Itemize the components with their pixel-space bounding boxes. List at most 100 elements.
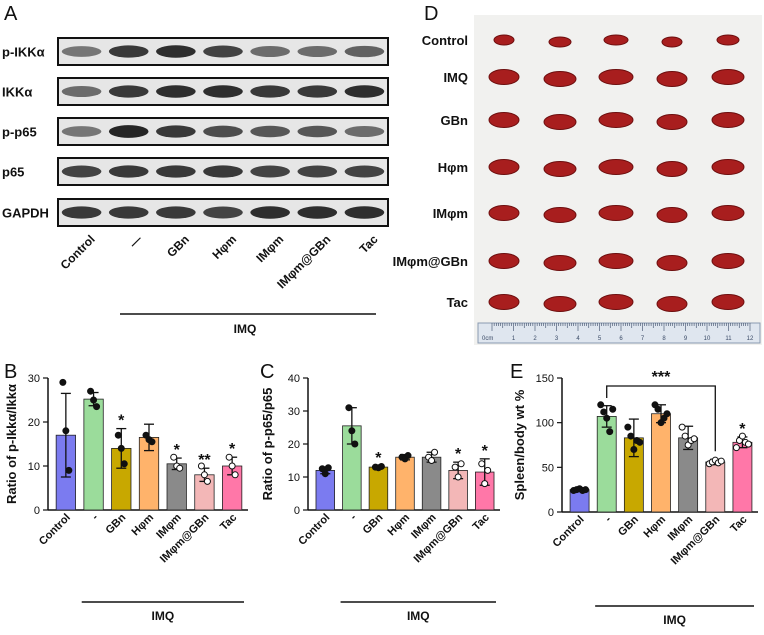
blot-row-label: IKKα: [2, 85, 32, 100]
western-blot: p-IKKα IKKα p-p65 p65 GAPDH Control — GBn Hφm IMφ…: [2, 37, 389, 336]
blot-band: [61, 165, 102, 178]
data-point: [197, 462, 205, 470]
x-tick-label: GBn: [616, 513, 641, 538]
x-tick-label: Tac: [471, 512, 492, 533]
blot-band: [156, 125, 196, 138]
spleen-organ: [711, 159, 745, 175]
x-tick-label: Control: [296, 512, 332, 548]
blot-band: [203, 206, 243, 219]
chart-c: 0 10 20 30 40 Ratio of p-p65/p65 Control - * GBn H…: [260, 373, 500, 623]
data-point: [738, 432, 746, 440]
data-point: [203, 477, 211, 485]
spleen-row-label: Hφm: [438, 160, 468, 175]
data-point: [200, 471, 208, 479]
significance-marker: *: [482, 443, 489, 460]
blot-band: [250, 206, 290, 219]
data-point: [681, 432, 689, 440]
data-point: [717, 457, 725, 465]
panel-letter-b: B: [4, 361, 17, 383]
spleen-organ: [711, 253, 745, 269]
ruler-number: 1: [512, 336, 516, 342]
spleen-row-label: IMφm: [433, 206, 468, 221]
spleen-organ: [488, 205, 520, 221]
data-point: [114, 431, 122, 439]
data-point: [176, 464, 184, 472]
blot-band: [108, 125, 149, 138]
data-point: [732, 444, 740, 452]
blot-band: [108, 206, 149, 219]
spleen-row-label: IMφm@GBn: [393, 254, 468, 269]
blot-row-label: p-p65: [2, 125, 37, 140]
bar: [83, 398, 104, 511]
data-point: [377, 462, 385, 470]
spleen-row-label: IMQ: [443, 70, 468, 85]
spleen-organ: [548, 36, 572, 48]
spleen-organ: [598, 112, 634, 128]
data-point: [624, 423, 632, 431]
spleen-organ: [656, 161, 688, 177]
blot-band: [344, 165, 385, 178]
data-point: [321, 470, 329, 478]
blot-band: [203, 165, 243, 178]
y-tick-label: 10: [28, 461, 40, 473]
panel-letter-e: E: [510, 361, 523, 383]
blot-lane-label: GBn: [164, 232, 192, 260]
y-axis-label: Ratio of p-Ikkα/Ikkα: [4, 384, 19, 504]
data-point: [231, 471, 239, 479]
blot-band: [203, 85, 243, 98]
x-tick-label: -: [348, 511, 359, 522]
data-point: [654, 405, 662, 413]
y-tick-label: 100: [536, 418, 554, 430]
ruler-number: 8: [662, 336, 666, 342]
bracket-label: ***: [652, 369, 671, 386]
spleen-organ: [598, 294, 634, 310]
spleen-organ: [661, 36, 683, 48]
blot-band: [297, 85, 338, 98]
data-point: [600, 408, 608, 416]
data-point: [457, 460, 465, 468]
data-point: [62, 427, 70, 435]
panel-letter-a: A: [4, 3, 18, 25]
ruler-label: 0cm: [482, 336, 493, 342]
bar: [166, 463, 187, 511]
blot-band: [344, 206, 385, 219]
spleen-organ: [711, 112, 745, 128]
y-tick-label: 0: [548, 507, 554, 519]
blot-row-label: GAPDH: [2, 206, 49, 221]
ruler-number: 11: [725, 336, 732, 342]
blot-band: [250, 125, 290, 138]
spleen-organ: [598, 69, 634, 85]
data-point: [690, 435, 698, 443]
spleen-organ: [656, 114, 688, 130]
data-point: [120, 460, 128, 468]
data-point: [451, 463, 459, 471]
blot-band: [297, 206, 338, 219]
blot-band: [61, 126, 102, 137]
y-tick-label: 40: [288, 373, 300, 385]
blot-band: [297, 46, 338, 57]
data-point: [478, 460, 486, 468]
blot-band: [344, 85, 385, 98]
blot-band: [156, 206, 196, 219]
spleen-organ: [656, 255, 688, 271]
data-point: [428, 457, 436, 464]
data-point: [431, 448, 439, 456]
spleen-organ: [543, 114, 577, 130]
spleen-organ: [711, 294, 745, 310]
data-point: [606, 428, 614, 436]
data-point: [404, 452, 412, 460]
blot-lane-label: Tac: [357, 232, 381, 256]
spleen-row-label: GBn: [441, 113, 469, 128]
spleen-organ: [543, 207, 577, 223]
data-point: [481, 480, 489, 488]
spleen-organ: [598, 159, 634, 175]
y-axis-label: Ratio of p-p65/p65: [260, 388, 275, 501]
spleen-organ: [488, 294, 520, 310]
blot-band: [108, 45, 149, 58]
data-point: [93, 403, 101, 411]
data-point: [65, 466, 73, 474]
data-point: [170, 453, 178, 461]
y-tick-label: 0: [294, 505, 300, 517]
chart-e: 0 50 100 150 Spleen/body wt % Control - GBn Hφm I…: [512, 369, 758, 627]
